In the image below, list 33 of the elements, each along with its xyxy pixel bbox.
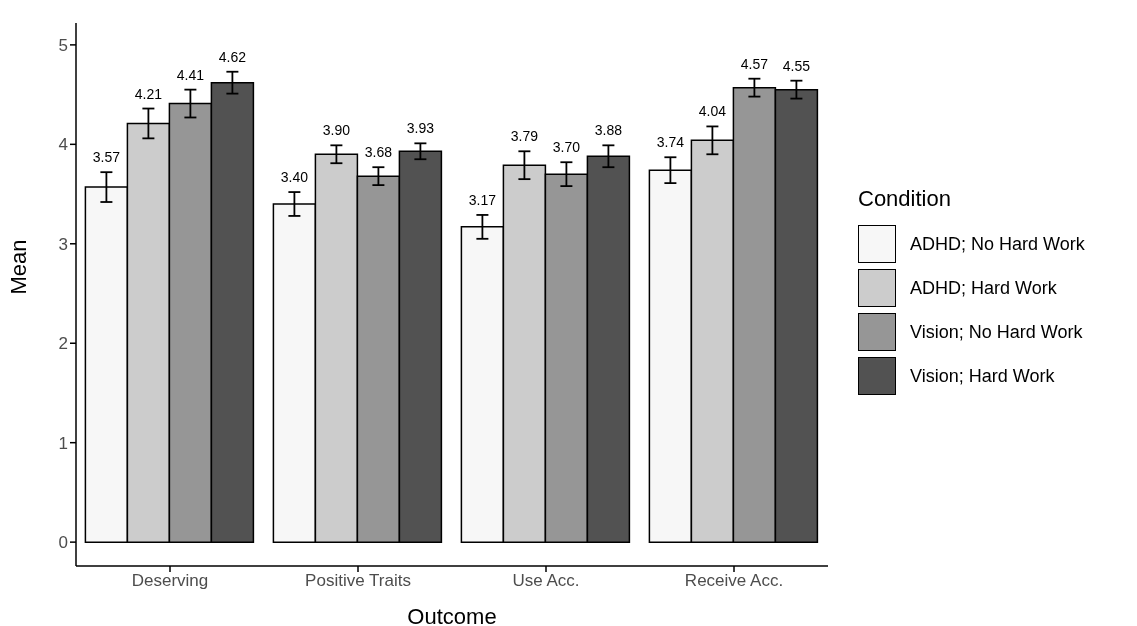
data-label: 4.41 xyxy=(176,66,205,83)
x-axis-title: Outcome xyxy=(407,604,497,626)
data-label: 3.70 xyxy=(552,139,581,156)
data-label: 3.88 xyxy=(594,122,623,139)
x-tick-label: Receive Acc. xyxy=(684,571,784,591)
data-label: 3.79 xyxy=(510,128,539,145)
data-label: 4.55 xyxy=(782,57,811,74)
y-tick-label: 2 xyxy=(58,334,68,354)
x-tick-label: Deserving xyxy=(131,571,209,591)
data-label: 3.74 xyxy=(656,134,685,151)
data-label: 4.57 xyxy=(740,55,769,72)
data-label: 3.93 xyxy=(406,120,435,137)
legend-title: Condition xyxy=(858,186,952,212)
y-axis-title: Mean xyxy=(5,239,31,295)
data-label: 3.40 xyxy=(280,169,309,186)
legend-label: Vision; No Hard Work xyxy=(910,321,1083,343)
y-tick-label: 4 xyxy=(58,135,68,155)
y-tick-label: 1 xyxy=(58,433,68,453)
legend-label: ADHD; Hard Work xyxy=(910,277,1057,299)
data-label: 3.57 xyxy=(92,149,121,166)
legend-label: Vision; Hard Work xyxy=(910,365,1055,387)
y-tick-label: 3 xyxy=(58,234,68,254)
x-tick-label: Use Acc. xyxy=(512,571,580,591)
data-label: 3.17 xyxy=(468,191,497,208)
legend-label: ADHD; No Hard Work xyxy=(910,233,1085,255)
data-label: 3.68 xyxy=(364,144,393,161)
data-label: 3.90 xyxy=(322,122,351,139)
data-label: 4.62 xyxy=(218,48,247,65)
y-tick-label: 0 xyxy=(58,533,68,553)
y-tick-label: 5 xyxy=(58,35,68,55)
data-label: 4.04 xyxy=(698,103,727,120)
x-tick-label: Positive Traits xyxy=(305,571,411,591)
data-label: 4.21 xyxy=(134,85,163,102)
